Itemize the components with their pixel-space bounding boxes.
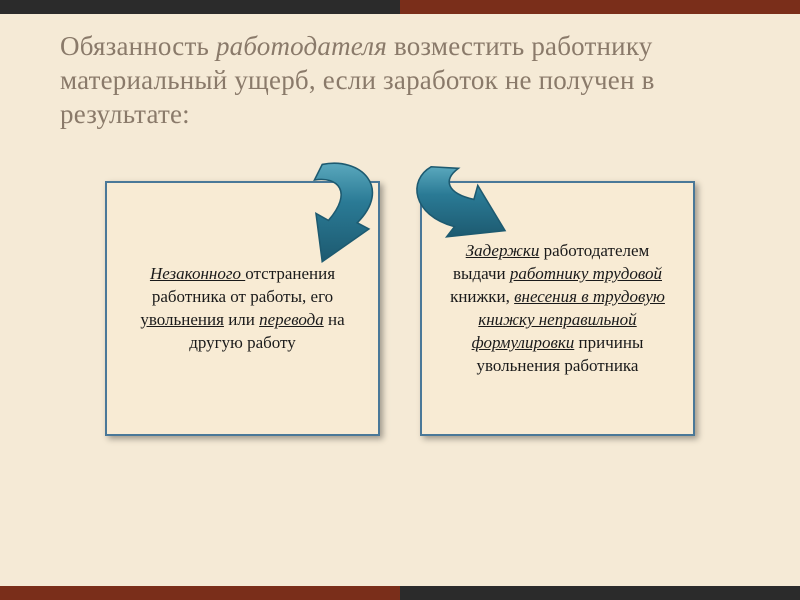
box-right: Задержки работодателем выдачи работнику … bbox=[420, 181, 695, 436]
text-segment: книжки, bbox=[450, 287, 514, 306]
box-left-text: Незаконного отстранения работника от раб… bbox=[125, 263, 360, 355]
decor-black bbox=[400, 586, 800, 600]
bottom-decor bbox=[0, 586, 800, 600]
title-italic: работодателя bbox=[216, 31, 387, 61]
box-right-text: Задержки работодателем выдачи работнику … bbox=[440, 240, 675, 378]
text-segment: работнику трудовой bbox=[510, 264, 662, 283]
box-row: Незаконного отстранения работника от раб… bbox=[60, 181, 740, 436]
text-segment: Незаконного bbox=[150, 264, 245, 283]
title-prefix: Обязанность bbox=[60, 31, 216, 61]
slide: Обязанность работодателя возместить рабо… bbox=[0, 0, 800, 600]
decor-maroon bbox=[400, 0, 800, 14]
slide-title: Обязанность работодателя возместить рабо… bbox=[60, 30, 740, 131]
text-segment: увольнения bbox=[140, 310, 224, 329]
box-left: Незаконного отстранения работника от раб… bbox=[105, 181, 380, 436]
text-segment: или bbox=[224, 310, 259, 329]
text-segment: перевода bbox=[259, 310, 324, 329]
top-decor bbox=[0, 0, 800, 14]
decor-maroon bbox=[0, 586, 400, 600]
text-segment: Задержки bbox=[466, 241, 540, 260]
decor-black bbox=[0, 0, 400, 14]
